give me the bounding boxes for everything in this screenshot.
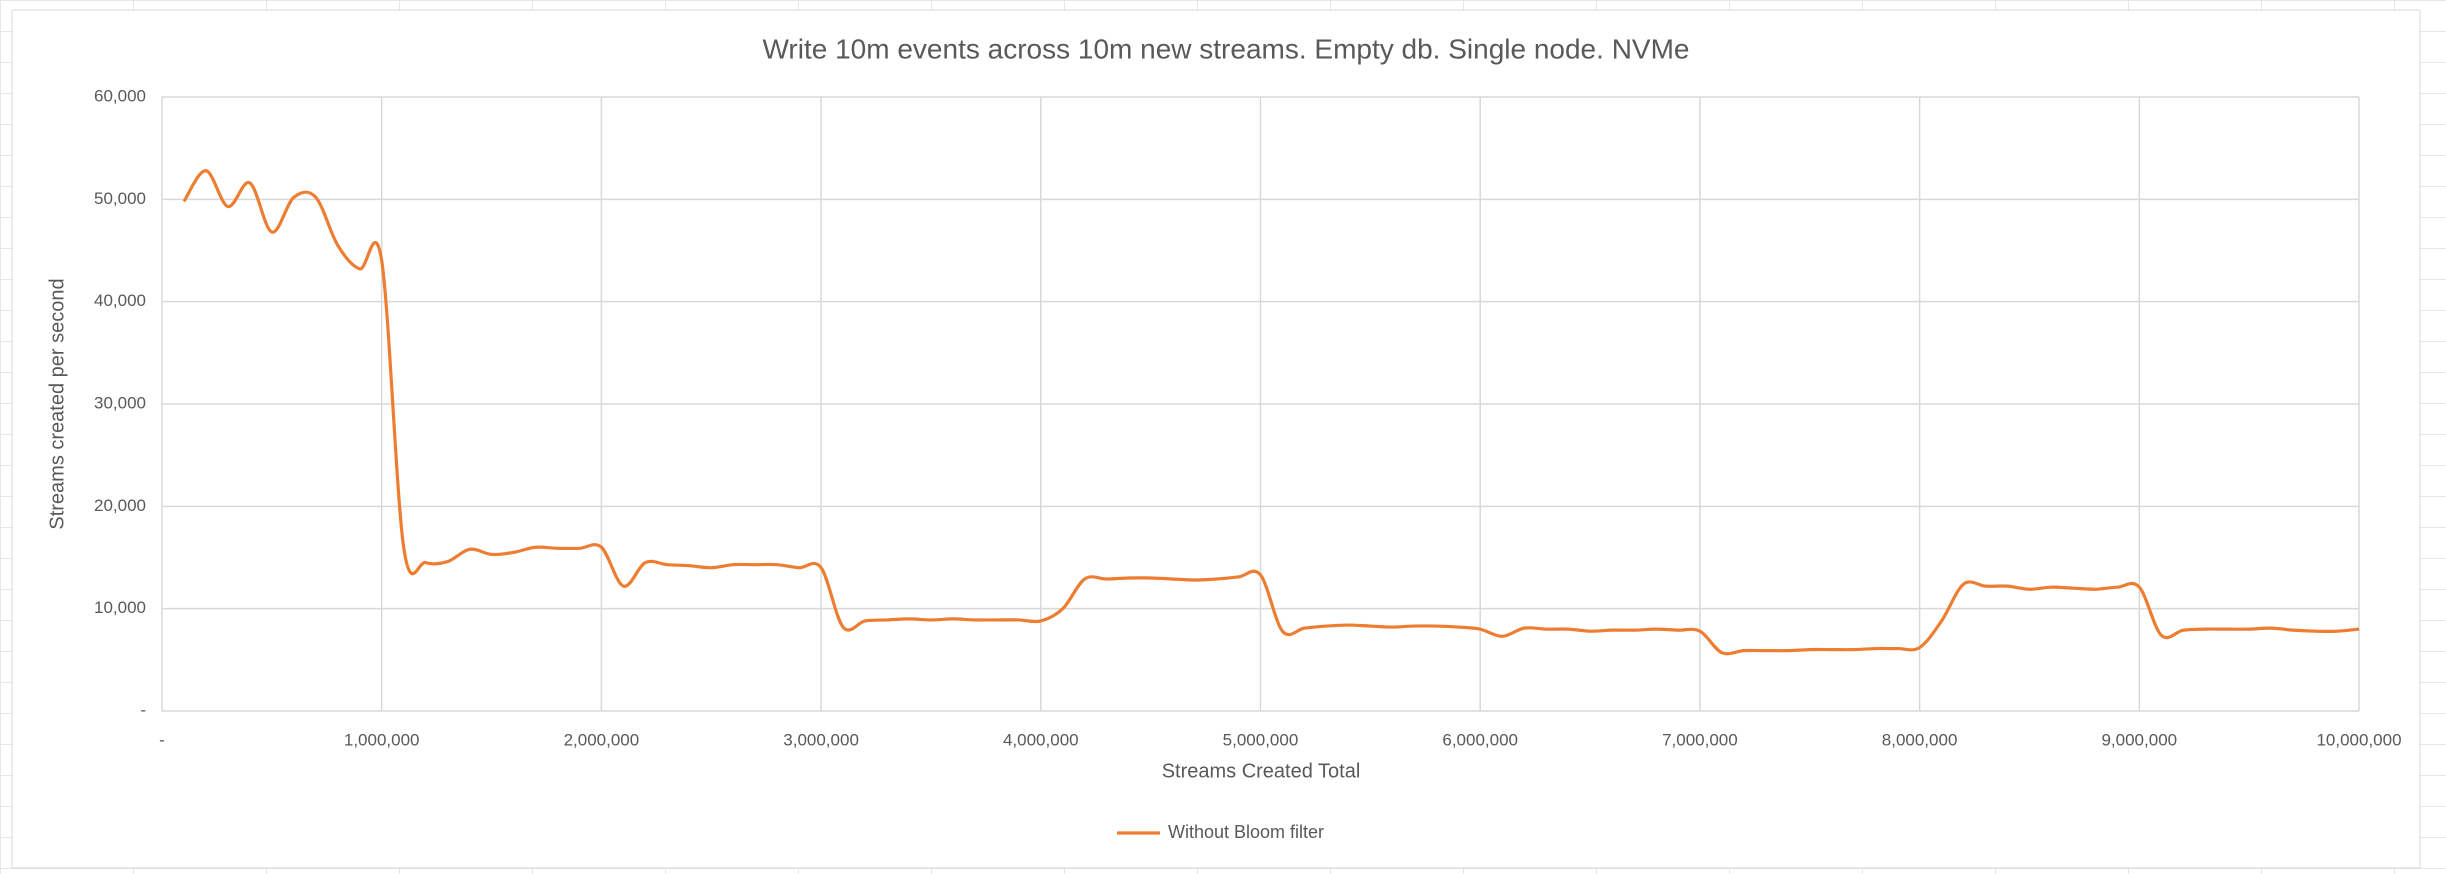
x-tick-label: 4,000,000 <box>1003 730 1079 749</box>
x-tick-label: 2,000,000 <box>564 730 640 749</box>
chart-area <box>11 9 2421 869</box>
y-tick-label: 60,000 <box>94 86 146 105</box>
x-tick-label: 7,000,000 <box>1662 730 1738 749</box>
x-tick-label: 6,000,000 <box>1442 730 1518 749</box>
x-tick-label: 8,000,000 <box>1882 730 1958 749</box>
y-tick-label: 10,000 <box>94 598 146 617</box>
legend-label: Without Bloom filter <box>1168 822 1324 842</box>
y-axis-title: Streams created per second <box>46 278 68 529</box>
y-tick-label: 30,000 <box>94 393 146 412</box>
x-axis-title: Streams Created Total <box>1162 760 1361 782</box>
x-tick-label: 5,000,000 <box>1223 730 1299 749</box>
x-tick-label: 1,000,000 <box>344 730 420 749</box>
y-tick-label: 20,000 <box>94 496 146 515</box>
y-tick-label: - <box>140 700 146 719</box>
y-tick-label: 50,000 <box>94 189 146 208</box>
data-line <box>182 169 2360 656</box>
y-tick-label: 40,000 <box>94 291 146 310</box>
x-tick-label: 10,000,000 <box>2316 730 2401 749</box>
x-tick-label: 9,000,000 <box>2101 730 2177 749</box>
x-tick-label: 3,000,000 <box>783 730 859 749</box>
chart-title: Write 10m events across 10m new streams.… <box>763 33 1690 64</box>
x-tick-label: - <box>159 730 165 749</box>
